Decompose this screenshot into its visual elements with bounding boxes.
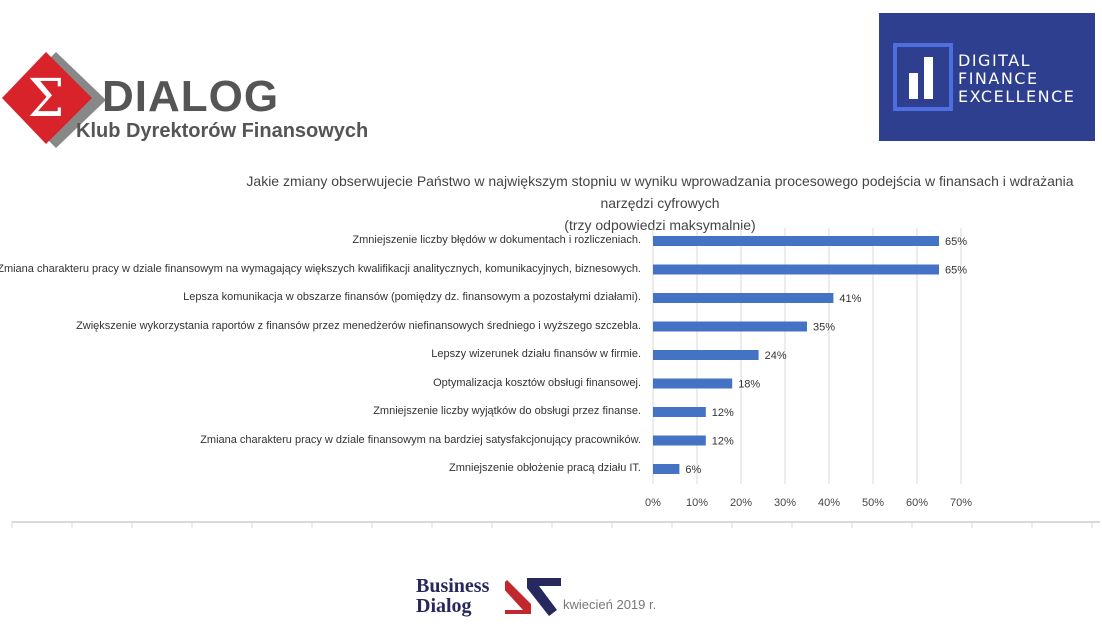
bar xyxy=(653,321,807,332)
bar xyxy=(653,236,939,246)
bar xyxy=(653,407,706,417)
data-label: 65% xyxy=(945,265,967,277)
category-label: Optymalizacja kosztów obsługi finansowej… xyxy=(433,376,641,389)
category-label: Zwiększenie wykorzystania raportów z fin… xyxy=(76,319,641,332)
dfe-logo xyxy=(879,13,1095,141)
dfe-logo-text: DIGITAL FINANCE EXCELLENCE xyxy=(958,52,1075,106)
bar xyxy=(653,264,939,275)
data-label: 41% xyxy=(839,293,861,305)
business-dialog-logo-text: Business Dialog xyxy=(416,576,489,616)
bar-chart-icon xyxy=(893,43,953,111)
chart-subtitle: (trzy odpowiedzi maksymalnie) xyxy=(564,217,756,233)
category-label: Lepszy wizerunek działu finansów w firmi… xyxy=(431,348,641,360)
x-tick-label: 70% xyxy=(949,497,973,509)
bar xyxy=(653,378,733,389)
dfe-line: EXCELLENCE xyxy=(958,87,1076,106)
x-tick-label: 50% xyxy=(861,497,885,509)
data-label: 12% xyxy=(712,407,734,419)
bar xyxy=(653,464,680,474)
dialog-logo-mark: Σ xyxy=(2,52,106,148)
bar xyxy=(653,293,834,303)
category-label: Lepsza komunikacja w obszarze finansów (… xyxy=(183,291,641,303)
data-label: 65% xyxy=(945,236,967,248)
business-dialog-logo-mark xyxy=(505,578,561,616)
x-tick-label: 30% xyxy=(773,497,797,509)
x-tick-label: 40% xyxy=(817,497,841,509)
data-label: 35% xyxy=(813,322,835,334)
dfe-line: DIGITAL xyxy=(958,51,1032,70)
category-label: Zmiana charakteru pracy w dziale finanso… xyxy=(0,262,641,275)
dialog-logo-subtitle: Klub Dyrektorów Finansowych xyxy=(76,120,369,142)
data-label: 6% xyxy=(685,464,701,476)
data-label: 24% xyxy=(765,350,787,362)
bar xyxy=(653,350,759,360)
x-tick-label: 0% xyxy=(645,497,661,509)
footer-date: kwiecień 2019 r. xyxy=(563,597,657,612)
category-label: Zmniejszenie liczby błędów w dokumentach… xyxy=(352,234,641,246)
bd-line: Dialog xyxy=(416,595,472,617)
chart-title-block: Jakie zmiany obserwujecie Państwo w najw… xyxy=(220,170,1100,236)
dfe-line: FINANCE xyxy=(958,69,1039,88)
data-label: 12% xyxy=(712,436,734,448)
x-tick-label: 20% xyxy=(729,497,753,509)
svg-text:Σ: Σ xyxy=(28,69,65,129)
data-label: 18% xyxy=(738,379,760,391)
bar xyxy=(653,435,706,446)
dialog-logo-name: DIALOG xyxy=(102,72,280,121)
category-label: Zmniejszenie liczby wyjątków do obsługi … xyxy=(373,405,641,417)
x-tick-label: 60% xyxy=(905,497,929,509)
bd-line: Business xyxy=(416,575,490,597)
chart-title: Jakie zmiany obserwujecie Państwo w najw… xyxy=(246,173,1074,211)
x-tick-label: 10% xyxy=(685,497,709,509)
category-label: Zmniejszenie obłożenie pracą działu IT. xyxy=(449,462,641,474)
category-label: Zmiana charakteru pracy w dziale finanso… xyxy=(200,433,641,446)
